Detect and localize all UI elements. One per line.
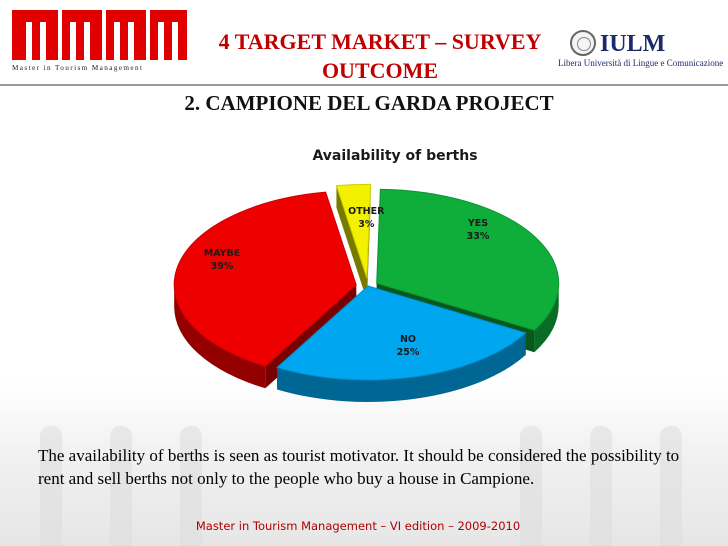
- mtm-logo-mark: [12, 10, 187, 60]
- iulm-seal-icon: [570, 30, 596, 56]
- pie-slice-no: [276, 285, 527, 381]
- pie-label-other: OTHER: [348, 206, 385, 217]
- pie-wall-other-0: [336, 185, 367, 301]
- pie-value-other: 3%: [358, 219, 375, 230]
- pie-chart-svg: YES 33% NO 25% MAYBE 39% OTHER 3%: [173, 183, 560, 402]
- pie-slice-other: [335, 183, 372, 279]
- iulm-logo: IULM Libera Università di Lingue e Comun…: [558, 30, 723, 72]
- pie-value-no: 25%: [397, 347, 420, 358]
- pie-chart: Availability of berths YES 33% NO 25% MAYBE 3…: [150, 140, 590, 420]
- slide-title: 4 TARGET MARKET – SURVEY OUTCOME: [200, 27, 560, 85]
- pie-slice-yes: [376, 188, 560, 331]
- section-subtitle: 2. CAMPIONE DEL GARDA PROJECT: [184, 91, 554, 115]
- pie-label-yes: YES: [467, 218, 488, 229]
- iulm-subtitle: Libera Università di Lingue e Comunicazi…: [558, 58, 724, 68]
- caption-text: The availability of berths is seen as to…: [38, 446, 680, 488]
- iulm-name: IULM: [600, 31, 666, 57]
- pie-label-no: NO: [400, 334, 416, 345]
- mtm-logo-caption: Master in Tourism Management: [12, 64, 144, 72]
- pie-slice-maybe: [173, 191, 357, 367]
- slide-title-line-2: OUTCOME: [321, 58, 439, 83]
- pie-value-yes: 33%: [467, 231, 490, 242]
- slide-header: Master in Tourism Management 4 TARGET MA…: [0, 0, 728, 86]
- pie-label-maybe: MAYBE: [204, 248, 241, 259]
- background-building-watermark: [0, 380, 728, 546]
- pie-side-no: [277, 332, 526, 402]
- slide-title-line-1: 4 TARGET MARKET – SURVEY: [218, 29, 542, 54]
- pie-value-maybe: 39%: [211, 261, 234, 272]
- pie-side-maybe: [174, 284, 266, 389]
- mtm-logo: Master in Tourism Management: [12, 10, 187, 76]
- footer-text: Master in Tourism Management – VI editio…: [195, 519, 521, 533]
- chart-title: Availability of berths: [312, 148, 478, 164]
